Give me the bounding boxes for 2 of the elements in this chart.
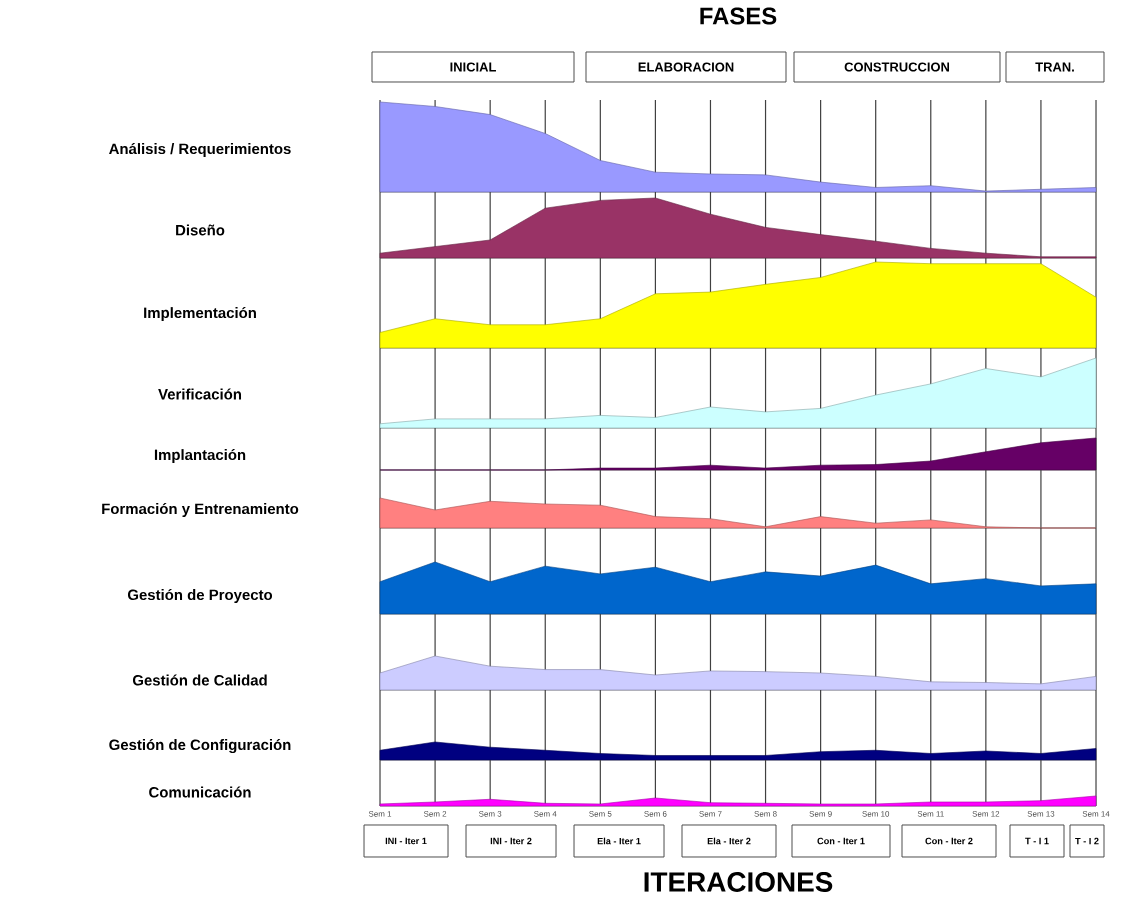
chart-title: FASES bbox=[700, 7, 777, 25]
x-axis-title: ITERACIONES bbox=[644, 872, 833, 892]
